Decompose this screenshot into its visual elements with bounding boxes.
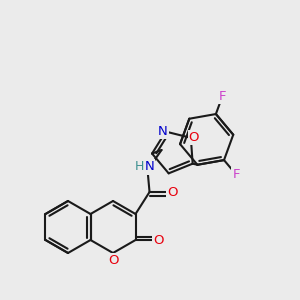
Text: N: N bbox=[145, 160, 154, 173]
Text: F: F bbox=[219, 90, 226, 103]
Text: O: O bbox=[167, 185, 178, 199]
Text: H: H bbox=[135, 160, 144, 173]
Text: O: O bbox=[153, 233, 164, 247]
Text: O: O bbox=[108, 254, 118, 268]
Text: N: N bbox=[158, 125, 168, 138]
Text: F: F bbox=[232, 168, 240, 181]
Text: O: O bbox=[189, 131, 199, 144]
